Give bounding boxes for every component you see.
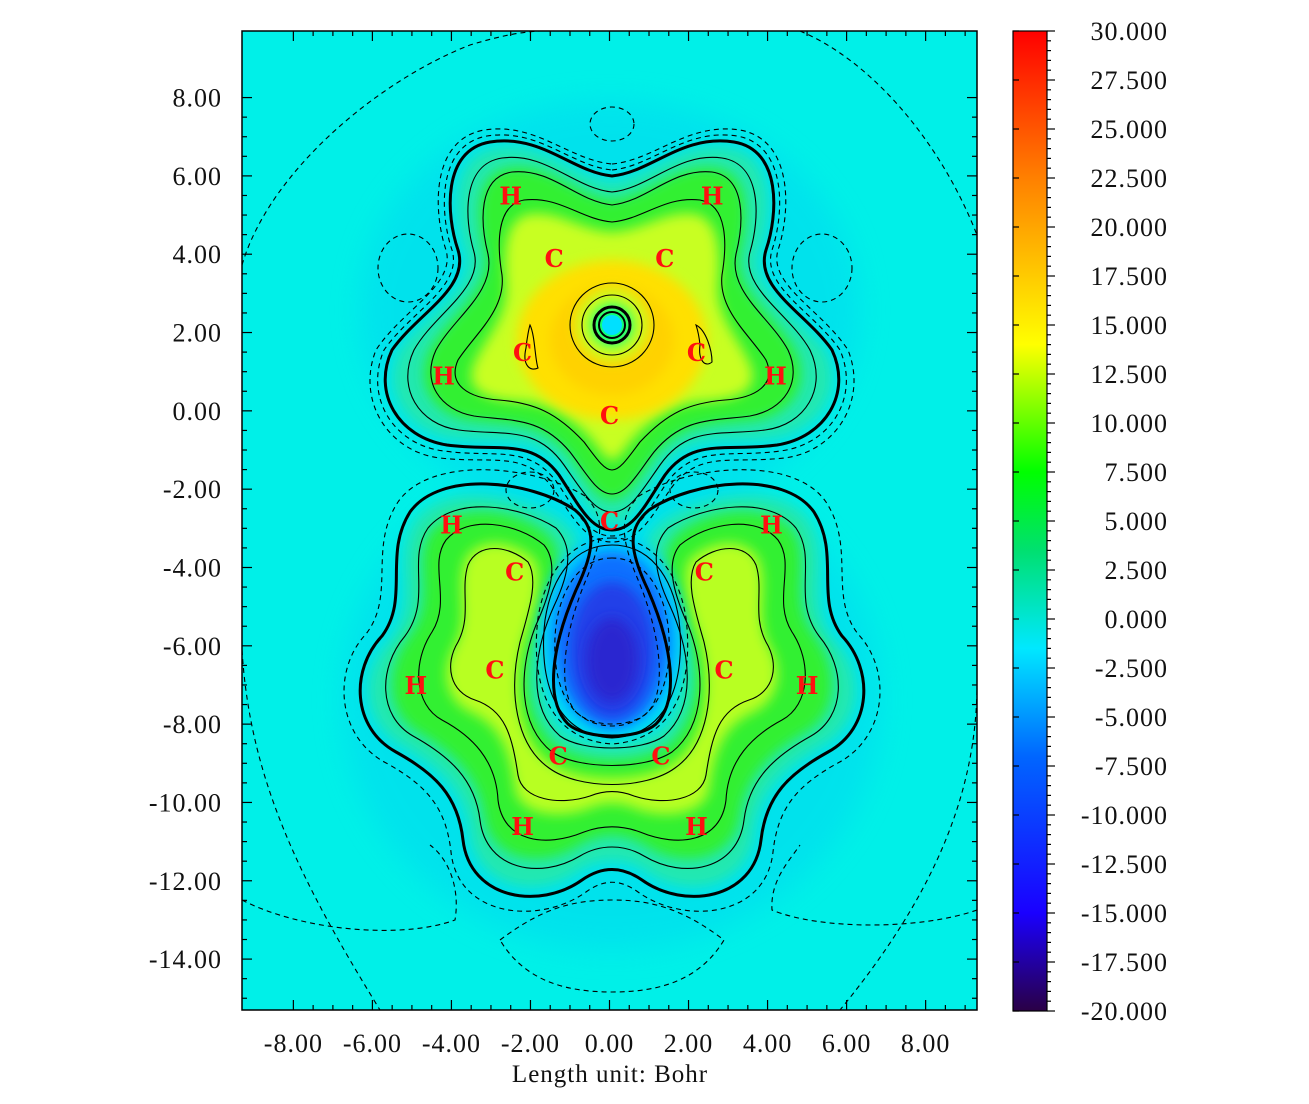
atom-label-C: C <box>687 338 706 367</box>
atom-label-C: C <box>505 557 524 586</box>
atom-label-C: C <box>600 507 619 536</box>
y-tick-label: 0.00 <box>173 397 223 426</box>
colorbar-tick-label: 2.500 <box>1105 556 1169 585</box>
colorbar-tick-label: 25.000 <box>1091 115 1169 144</box>
colorbar-tick-label: 7.500 <box>1105 458 1169 487</box>
colorbar-tick-label: 17.500 <box>1091 262 1169 291</box>
x-axis-title: Length unit: Bohr <box>512 1061 708 1088</box>
y-tick-label: -2.00 <box>163 475 222 504</box>
y-tick-label: 4.00 <box>173 240 223 269</box>
atom-label-H: H <box>432 362 455 391</box>
atom-label-C: C <box>545 244 564 273</box>
y-tick-label: -6.00 <box>163 632 222 661</box>
contour-lines <box>242 31 977 1010</box>
atom-label-H: H <box>405 671 428 700</box>
colorbar-tick-label: 22.500 <box>1091 164 1169 193</box>
colorbar-tick-label: -7.500 <box>1095 752 1168 781</box>
atom-label-H: H <box>499 181 522 210</box>
atom-label-C: C <box>513 338 532 367</box>
atom-label-C: C <box>600 401 619 430</box>
atom-label-H: H <box>796 671 819 700</box>
atom-label-H: H <box>511 812 534 841</box>
y-tick-label: -4.00 <box>163 553 222 582</box>
x-tick-label: 8.00 <box>901 1029 951 1058</box>
x-tick-label: -2.00 <box>501 1029 560 1058</box>
colorbar-tick-label: 27.500 <box>1091 66 1169 95</box>
colorbar-tick-labels: 30.000 27.500 25.000 22.500 20.000 17.500 15.0… <box>1081 17 1169 1026</box>
colorbar-tick-label: -20.000 <box>1081 997 1168 1026</box>
colorbar-tick-label: 5.000 <box>1105 507 1169 536</box>
heatmap-field <box>242 31 977 1010</box>
y-tick-label: -10.00 <box>149 788 222 817</box>
atom-label-H: H <box>685 812 708 841</box>
x-tick-label: 6.00 <box>822 1029 872 1058</box>
atom-label-H: H <box>440 510 463 539</box>
colorbar-tick-label: -2.500 <box>1095 654 1168 683</box>
colorbar-ticks <box>1013 30 1055 1012</box>
colorbar-tick-label: -10.000 <box>1081 801 1168 830</box>
colorbar-tick-label: 10.000 <box>1091 409 1169 438</box>
x-tick-label: -4.00 <box>422 1029 481 1058</box>
colorbar-tick-label: -15.000 <box>1081 899 1168 928</box>
atom-label-C: C <box>715 655 734 684</box>
x-tick-label: 2.00 <box>664 1029 714 1058</box>
atom-label-C: C <box>695 557 714 586</box>
atom-label-C: C <box>485 655 504 684</box>
y-tick-label: 2.00 <box>173 319 223 348</box>
colorbar-tick-label: 0.000 <box>1105 605 1169 634</box>
atom-label-H: H <box>764 362 787 391</box>
colorbar-tick-label: 30.000 <box>1091 17 1169 46</box>
colorbar-tick-label: -5.000 <box>1095 703 1168 732</box>
upper-molecule-field <box>393 146 832 525</box>
atom-label-H: H <box>760 510 783 539</box>
y-tick-label: 6.00 <box>173 162 223 191</box>
colorbar-tick-label: -12.500 <box>1081 850 1168 879</box>
y-tick-label: -12.00 <box>149 867 222 896</box>
x-tick-label: 0.00 <box>585 1029 635 1058</box>
colorbar-tick-label: 20.000 <box>1091 213 1169 242</box>
atom-label-C: C <box>655 244 674 273</box>
colorbar-tick-label: 15.000 <box>1091 311 1169 340</box>
colorbar-tick-label: -17.500 <box>1081 948 1168 977</box>
x-tick-label: 4.00 <box>743 1029 793 1058</box>
y-tick-label: 8.00 <box>173 84 223 113</box>
y-axis-tick-labels: 8.00 6.00 4.00 2.00 0.00 -2.00 -4.00 -6.00 -8.00… <box>149 84 223 975</box>
axis-ticks <box>242 31 977 1010</box>
colorbar-tick-label: 12.500 <box>1091 360 1169 389</box>
atom-label-C: C <box>549 741 568 770</box>
y-tick-label: -8.00 <box>163 710 222 739</box>
x-axis-tick-labels: -8.00 -6.00 -4.00 -2.00 0.00 2.00 4.00 6.00 8.00 <box>264 1029 951 1058</box>
atom-label-C: C <box>651 741 670 770</box>
x-tick-label: -6.00 <box>343 1029 402 1058</box>
atom-label-H: H <box>701 181 724 210</box>
atom-labels: H H C C C C H H C C H H C C C C H H C C H H <box>405 181 819 840</box>
x-tick-label: -8.00 <box>264 1029 323 1058</box>
y-tick-label: -14.00 <box>149 945 222 974</box>
